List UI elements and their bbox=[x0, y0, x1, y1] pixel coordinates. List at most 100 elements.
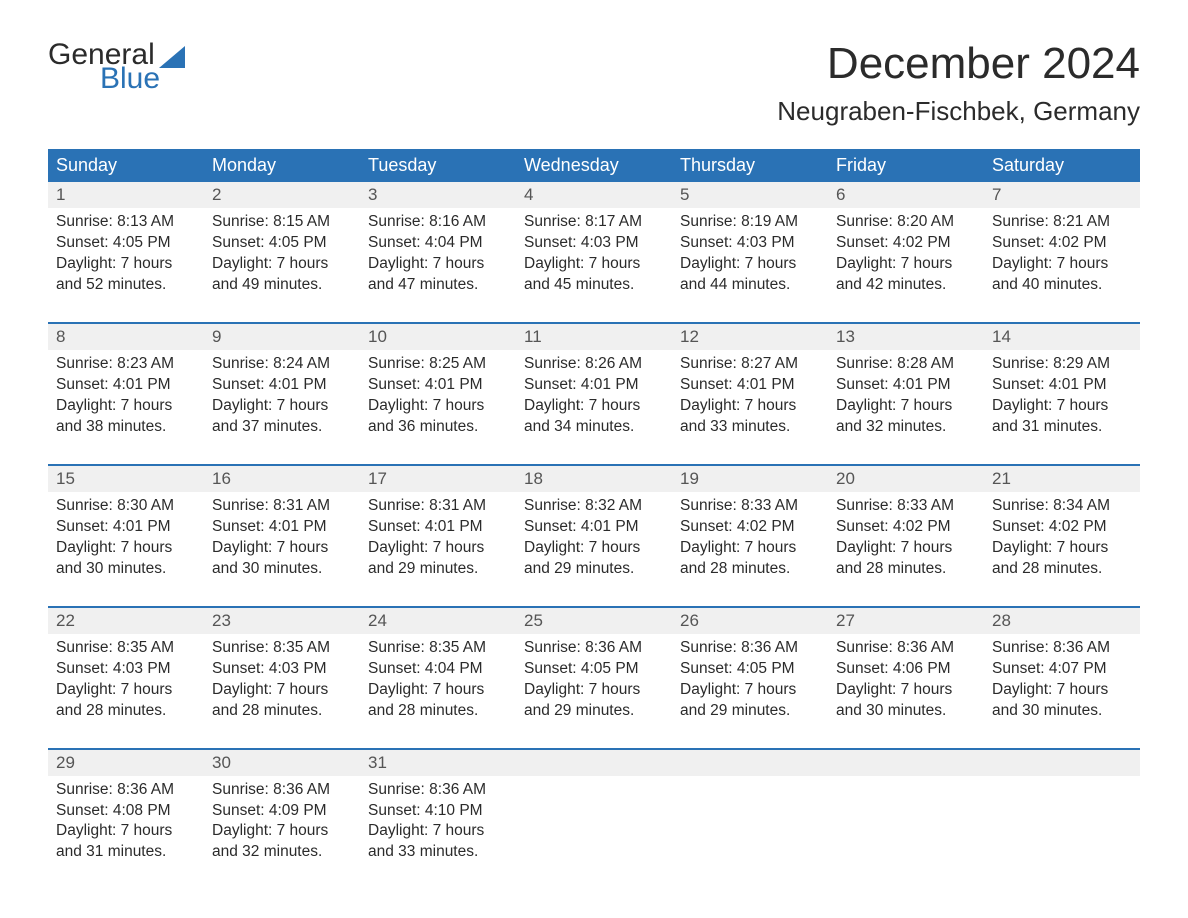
day-details: Sunrise: 8:17 AMSunset: 4:03 PMDaylight:… bbox=[516, 208, 672, 323]
sunset-text: Sunset: 4:01 PM bbox=[680, 375, 820, 396]
daylight2-text: and 28 minutes. bbox=[836, 559, 976, 580]
day-details: Sunrise: 8:26 AMSunset: 4:01 PMDaylight:… bbox=[516, 350, 672, 465]
sunrise-text: Sunrise: 8:26 AM bbox=[524, 354, 664, 375]
day-details bbox=[672, 776, 828, 890]
logo-text-blue: Blue bbox=[100, 64, 185, 94]
daynum-row: 22232425262728 bbox=[48, 607, 1140, 634]
daylight2-text: and 28 minutes. bbox=[368, 701, 508, 722]
sunrise-text: Sunrise: 8:27 AM bbox=[680, 354, 820, 375]
daylight1-text: Daylight: 7 hours bbox=[56, 680, 196, 701]
sunset-text: Sunset: 4:01 PM bbox=[992, 375, 1132, 396]
day-details: Sunrise: 8:25 AMSunset: 4:01 PMDaylight:… bbox=[360, 350, 516, 465]
day-number: 15 bbox=[48, 465, 204, 492]
day-number: 22 bbox=[48, 607, 204, 634]
sunset-text: Sunset: 4:04 PM bbox=[368, 233, 508, 254]
sunset-text: Sunset: 4:09 PM bbox=[212, 801, 352, 822]
daynum-row: 293031 bbox=[48, 749, 1140, 776]
sunset-text: Sunset: 4:02 PM bbox=[680, 517, 820, 538]
daylight1-text: Daylight: 7 hours bbox=[212, 538, 352, 559]
day-details: Sunrise: 8:16 AMSunset: 4:04 PMDaylight:… bbox=[360, 208, 516, 323]
day-number: 4 bbox=[516, 182, 672, 208]
day-number: 29 bbox=[48, 749, 204, 776]
daylight1-text: Daylight: 7 hours bbox=[836, 538, 976, 559]
sunset-text: Sunset: 4:10 PM bbox=[368, 801, 508, 822]
day-number: 20 bbox=[828, 465, 984, 492]
day-details: Sunrise: 8:27 AMSunset: 4:01 PMDaylight:… bbox=[672, 350, 828, 465]
day-details: Sunrise: 8:13 AMSunset: 4:05 PMDaylight:… bbox=[48, 208, 204, 323]
sunset-text: Sunset: 4:03 PM bbox=[212, 659, 352, 680]
sunrise-text: Sunrise: 8:32 AM bbox=[524, 496, 664, 517]
daylight1-text: Daylight: 7 hours bbox=[56, 821, 196, 842]
sunset-text: Sunset: 4:01 PM bbox=[524, 517, 664, 538]
weekday-header: Friday bbox=[828, 149, 984, 182]
calendar-body: 1234567Sunrise: 8:13 AMSunset: 4:05 PMDa… bbox=[48, 182, 1140, 889]
day-number: 1 bbox=[48, 182, 204, 208]
details-row: Sunrise: 8:13 AMSunset: 4:05 PMDaylight:… bbox=[48, 208, 1140, 323]
daylight2-text: and 42 minutes. bbox=[836, 275, 976, 296]
logo: General Blue bbox=[48, 40, 185, 94]
daylight2-text: and 47 minutes. bbox=[368, 275, 508, 296]
day-details: Sunrise: 8:23 AMSunset: 4:01 PMDaylight:… bbox=[48, 350, 204, 465]
day-number: 2 bbox=[204, 182, 360, 208]
day-number: 23 bbox=[204, 607, 360, 634]
sunrise-text: Sunrise: 8:29 AM bbox=[992, 354, 1132, 375]
weekday-header: Tuesday bbox=[360, 149, 516, 182]
daylight1-text: Daylight: 7 hours bbox=[836, 254, 976, 275]
daylight2-text: and 49 minutes. bbox=[212, 275, 352, 296]
daylight2-text: and 28 minutes. bbox=[212, 701, 352, 722]
daylight1-text: Daylight: 7 hours bbox=[680, 254, 820, 275]
sunrise-text: Sunrise: 8:35 AM bbox=[368, 638, 508, 659]
day-number: 31 bbox=[360, 749, 516, 776]
sunset-text: Sunset: 4:04 PM bbox=[368, 659, 508, 680]
sunrise-text: Sunrise: 8:31 AM bbox=[212, 496, 352, 517]
sunrise-text: Sunrise: 8:28 AM bbox=[836, 354, 976, 375]
daylight1-text: Daylight: 7 hours bbox=[212, 680, 352, 701]
day-details: Sunrise: 8:34 AMSunset: 4:02 PMDaylight:… bbox=[984, 492, 1140, 607]
details-row: Sunrise: 8:23 AMSunset: 4:01 PMDaylight:… bbox=[48, 350, 1140, 465]
daylight1-text: Daylight: 7 hours bbox=[212, 254, 352, 275]
sunrise-text: Sunrise: 8:36 AM bbox=[836, 638, 976, 659]
sunrise-text: Sunrise: 8:16 AM bbox=[368, 212, 508, 233]
daylight2-text: and 34 minutes. bbox=[524, 417, 664, 438]
day-details: Sunrise: 8:33 AMSunset: 4:02 PMDaylight:… bbox=[672, 492, 828, 607]
details-row: Sunrise: 8:36 AMSunset: 4:08 PMDaylight:… bbox=[48, 776, 1140, 890]
sunrise-text: Sunrise: 8:24 AM bbox=[212, 354, 352, 375]
day-details: Sunrise: 8:36 AMSunset: 4:10 PMDaylight:… bbox=[360, 776, 516, 890]
sunset-text: Sunset: 4:01 PM bbox=[368, 517, 508, 538]
sunrise-text: Sunrise: 8:36 AM bbox=[56, 780, 196, 801]
weekday-header-row: Sunday Monday Tuesday Wednesday Thursday… bbox=[48, 149, 1140, 182]
day-number: 17 bbox=[360, 465, 516, 492]
sunrise-text: Sunrise: 8:36 AM bbox=[680, 638, 820, 659]
daylight1-text: Daylight: 7 hours bbox=[836, 680, 976, 701]
sunrise-text: Sunrise: 8:35 AM bbox=[56, 638, 196, 659]
daylight1-text: Daylight: 7 hours bbox=[992, 396, 1132, 417]
daylight1-text: Daylight: 7 hours bbox=[992, 680, 1132, 701]
day-number: 18 bbox=[516, 465, 672, 492]
sunrise-text: Sunrise: 8:36 AM bbox=[992, 638, 1132, 659]
day-number: 5 bbox=[672, 182, 828, 208]
sunrise-text: Sunrise: 8:15 AM bbox=[212, 212, 352, 233]
daylight2-text: and 28 minutes. bbox=[56, 701, 196, 722]
day-details: Sunrise: 8:31 AMSunset: 4:01 PMDaylight:… bbox=[204, 492, 360, 607]
day-number: 16 bbox=[204, 465, 360, 492]
sunset-text: Sunset: 4:05 PM bbox=[56, 233, 196, 254]
sunrise-text: Sunrise: 8:36 AM bbox=[212, 780, 352, 801]
day-details bbox=[984, 776, 1140, 890]
sunrise-text: Sunrise: 8:21 AM bbox=[992, 212, 1132, 233]
day-number: 19 bbox=[672, 465, 828, 492]
daylight2-text: and 29 minutes. bbox=[524, 701, 664, 722]
daylight2-text: and 33 minutes. bbox=[680, 417, 820, 438]
day-details: Sunrise: 8:24 AMSunset: 4:01 PMDaylight:… bbox=[204, 350, 360, 465]
day-number: 6 bbox=[828, 182, 984, 208]
daylight1-text: Daylight: 7 hours bbox=[680, 538, 820, 559]
daylight1-text: Daylight: 7 hours bbox=[368, 821, 508, 842]
sunset-text: Sunset: 4:02 PM bbox=[836, 517, 976, 538]
daylight1-text: Daylight: 7 hours bbox=[212, 821, 352, 842]
sunset-text: Sunset: 4:05 PM bbox=[524, 659, 664, 680]
day-number: 10 bbox=[360, 323, 516, 350]
day-number: 21 bbox=[984, 465, 1140, 492]
daylight2-text: and 33 minutes. bbox=[368, 842, 508, 863]
sunrise-text: Sunrise: 8:30 AM bbox=[56, 496, 196, 517]
daylight2-text: and 28 minutes. bbox=[680, 559, 820, 580]
day-details: Sunrise: 8:31 AMSunset: 4:01 PMDaylight:… bbox=[360, 492, 516, 607]
